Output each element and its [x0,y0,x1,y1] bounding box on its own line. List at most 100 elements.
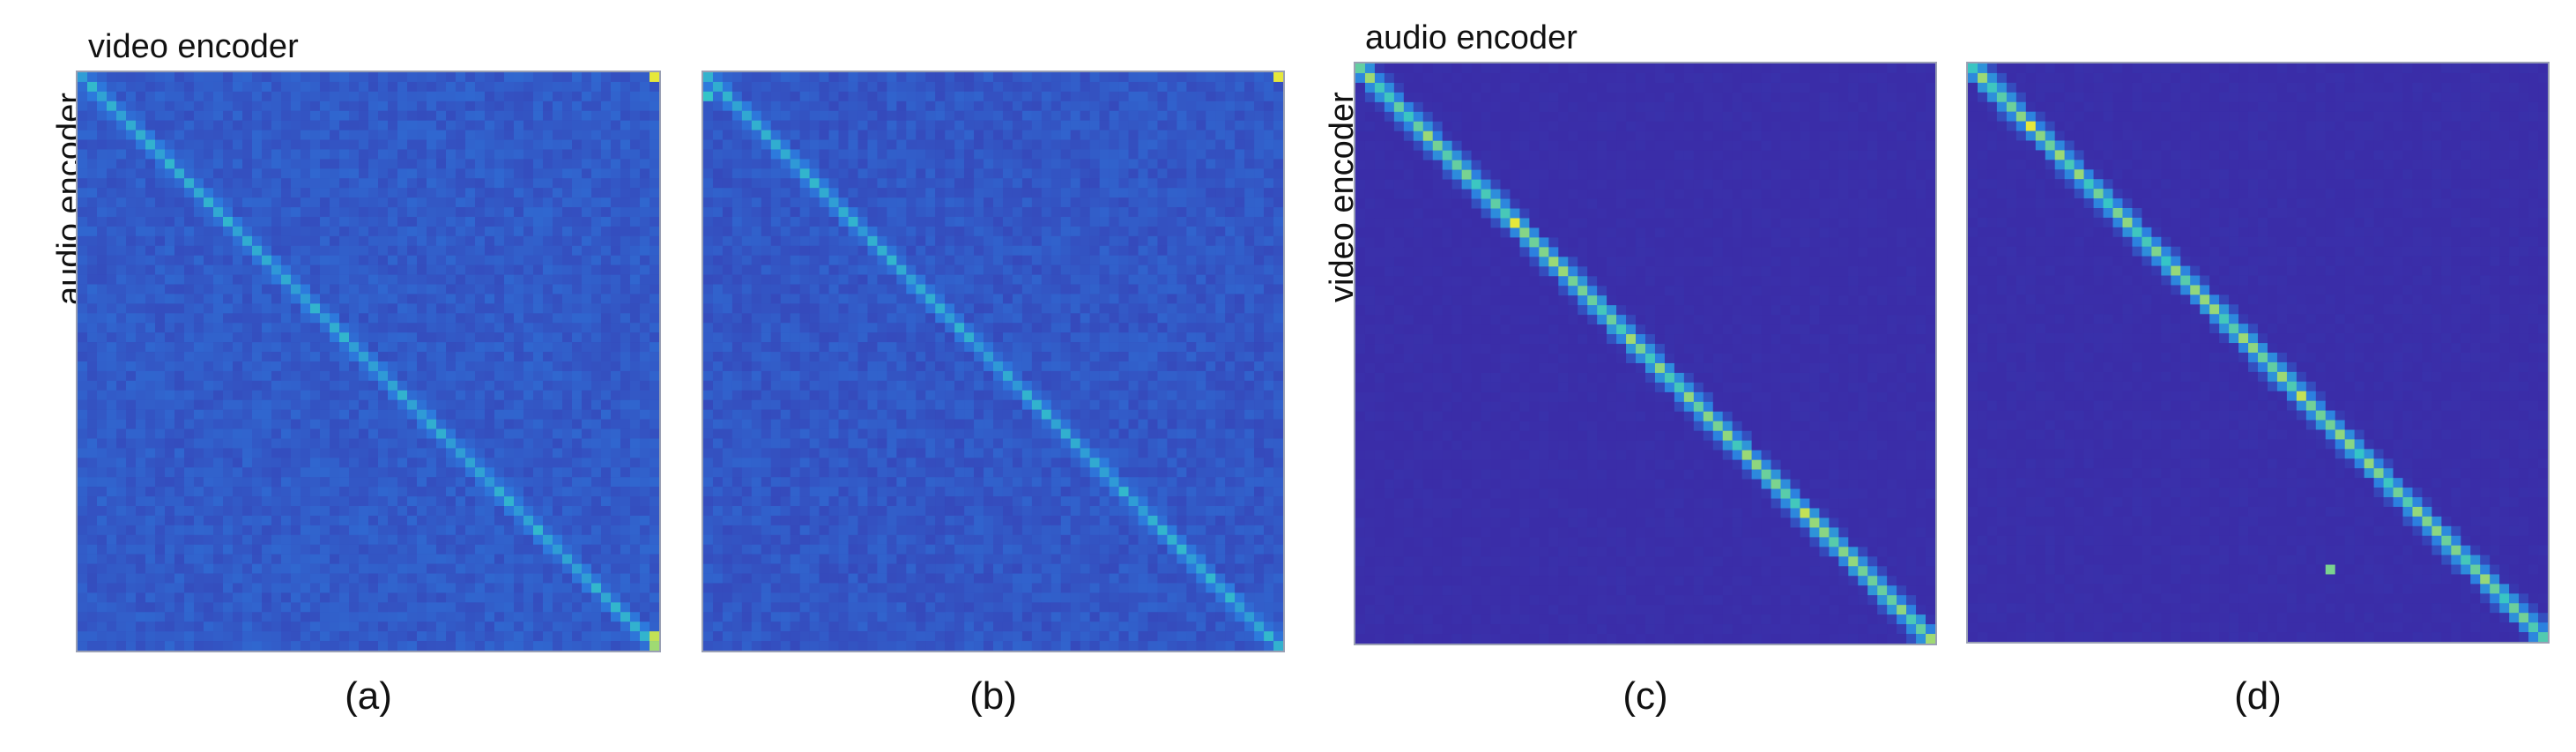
heatmap-cell [562,534,573,545]
heatmap-cell [262,506,272,517]
heatmap-cell [252,294,263,304]
heatmap-cell [731,81,743,93]
heatmap-cell [543,245,553,256]
heatmap-cell [543,583,553,593]
heatmap-cell [446,149,457,160]
heatmap-cell [320,428,330,439]
heatmap-cell [194,81,204,93]
heatmap-cell [126,342,137,353]
heatmap-cell [630,573,641,584]
heatmap-cell [620,323,631,333]
heatmap-cell [1099,149,1110,160]
heatmap-cell [1031,120,1043,130]
heatmap-cell [1147,207,1158,218]
heatmap-cell [475,458,486,468]
heatmap-cell [427,409,437,420]
heatmap-cell [731,110,743,121]
heatmap-cell [925,101,936,111]
heatmap-cell [1186,81,1197,93]
heatmap-cell [330,101,340,111]
heatmap-cell [145,197,156,208]
heatmap-cell [770,159,781,169]
heatmap-cell [964,178,975,189]
heatmap-cell [116,101,127,111]
heatmap-cell [184,631,195,642]
heatmap-cell [1157,81,1168,93]
heatmap-cell [993,159,1004,169]
heatmap-cell [974,168,984,179]
heatmap-cell [213,448,224,458]
heatmap-cell [650,592,659,603]
heatmap-cell [916,274,926,285]
heatmap-cell [819,101,829,111]
heatmap-cell [640,101,650,111]
heatmap-cell [1031,110,1043,121]
heatmap-cell [741,274,753,285]
heatmap-cell [935,284,946,294]
heatmap-cell [436,255,447,265]
heatmap-cell [407,139,418,150]
heatmap-cell [761,120,771,130]
heatmap-cell [523,592,534,603]
heatmap-cell [320,72,330,83]
heatmap-cell [87,506,98,517]
heatmap-cell [799,188,810,198]
heatmap-cell [611,563,621,574]
heatmap-cell [281,592,292,603]
heatmap-cell [165,188,175,198]
heatmap-cell [349,458,360,468]
heatmap-cell [703,110,714,121]
heatmap-cell [1273,72,1283,83]
heatmap-cell [252,235,263,247]
heatmap-cell [504,563,515,574]
heatmap-cell [242,313,253,324]
heatmap-cell [126,264,137,275]
heatmap-cell [523,255,534,265]
heatmap-cell [223,554,234,564]
heatmap-cell [339,563,350,574]
heatmap-cell [204,352,214,362]
heatmap-cell [828,217,839,227]
heatmap-cell [572,515,583,526]
heatmap-cell [407,168,418,179]
heatmap-cell [620,641,631,651]
heatmap-cell [301,110,311,121]
heatmap-cell [223,573,234,584]
heatmap-cell [1206,72,1216,83]
heatmap-cell [543,428,553,439]
heatmap-cell [87,554,98,564]
heatmap-cell [562,81,573,93]
heatmap-cell [591,399,602,410]
heatmap-cell [301,419,311,429]
heatmap-cell [867,264,878,275]
heatmap-cell [504,525,515,536]
heatmap-cell [213,583,224,593]
heatmap-cell [388,110,398,121]
heatmap-cell [378,72,389,83]
heatmap-cell [174,631,185,642]
heatmap-cell [301,622,311,632]
heatmap-cell [165,534,175,545]
heatmap-cell [877,130,887,140]
heatmap-cell [1244,149,1255,160]
heatmap-cell [262,313,272,324]
heatmap-cell [504,188,515,198]
heatmap-cell [107,477,117,488]
heatmap-cell [427,226,437,237]
heatmap-cell [97,583,108,593]
heatmap-cell [640,81,650,93]
heatmap-cell [1147,72,1158,83]
heatmap-cell [184,255,195,265]
heatmap-cell [291,467,301,478]
heatmap-cell [427,264,437,275]
heatmap-cell [339,448,350,458]
heatmap-cell [87,622,98,632]
heatmap-cell [165,380,175,391]
heatmap-cell [1177,81,1187,93]
heatmap-cell [562,496,573,507]
heatmap-cell [301,390,311,400]
heatmap-cell [925,245,936,256]
heatmap-cell [1070,284,1080,294]
heatmap-cell [1244,81,1255,93]
heatmap-cell [504,361,515,372]
